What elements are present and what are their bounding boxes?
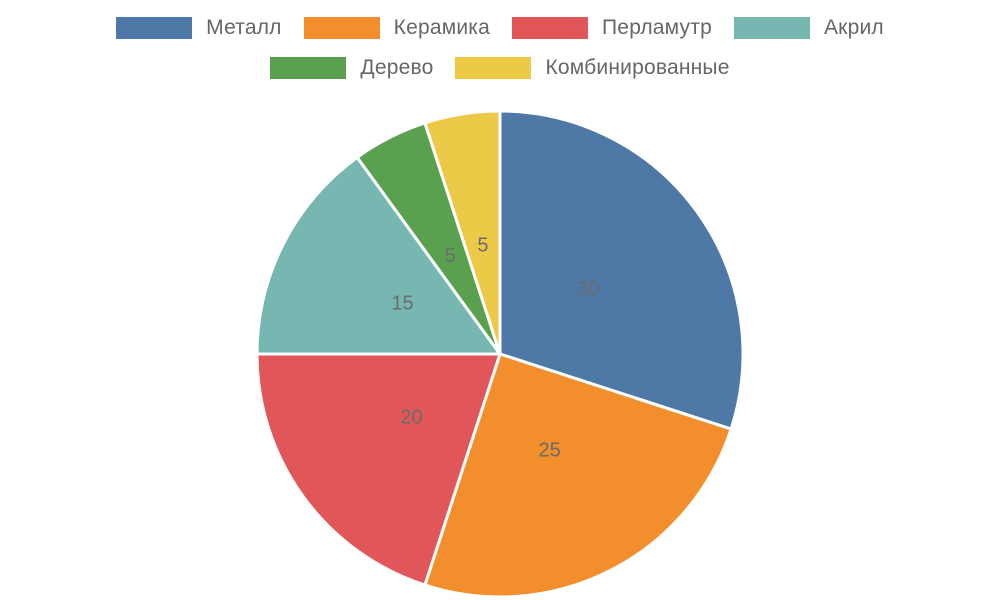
legend-swatch xyxy=(116,17,193,39)
legend-swatch xyxy=(303,17,380,39)
legend-label: Металл xyxy=(206,16,282,39)
legend-row: Металл Керамика Перламутр Акрил xyxy=(116,16,884,40)
legend-item-combined: Комбинированные xyxy=(455,56,729,80)
legend: Металл Керамика Перламутр Акрил Дерево К… xyxy=(0,16,1000,80)
slice-value-label-pearl: 20 xyxy=(400,407,422,429)
legend-item-pearl: Перламутр xyxy=(512,16,712,40)
legend-label: Керамика xyxy=(393,16,491,39)
legend-label: Дерево xyxy=(360,56,434,79)
slice-value-label-ceramic: 25 xyxy=(539,440,561,462)
pie-slice-ceramic xyxy=(423,352,733,599)
legend-item-acrylic: Акрил xyxy=(733,16,884,40)
legend-label: Акрил xyxy=(823,16,884,39)
legend-row: Дерево Комбинированные xyxy=(270,56,729,80)
legend-swatch xyxy=(512,17,589,39)
slice-value-label-metal: 30 xyxy=(577,278,599,300)
slice-value-label-wood: 5 xyxy=(445,245,456,267)
legend-label: Перламутр xyxy=(602,16,712,39)
pie-slice-metal xyxy=(498,109,745,431)
legend-item-metal: Металл xyxy=(116,16,281,40)
pie-slice-acrylic xyxy=(255,155,502,356)
legend-swatch xyxy=(270,57,347,79)
slice-value-label-combined: 5 xyxy=(477,234,488,256)
legend-item-ceramic: Керамика xyxy=(303,16,491,40)
legend-swatch xyxy=(733,17,810,39)
pie-slice-pearl xyxy=(255,352,502,587)
legend-swatch xyxy=(455,57,532,79)
legend-item-wood: Дерево xyxy=(270,56,433,80)
legend-label: Комбинированные xyxy=(545,56,730,79)
pie-slice-combined xyxy=(423,109,502,356)
slice-value-label-acrylic: 15 xyxy=(391,293,413,315)
